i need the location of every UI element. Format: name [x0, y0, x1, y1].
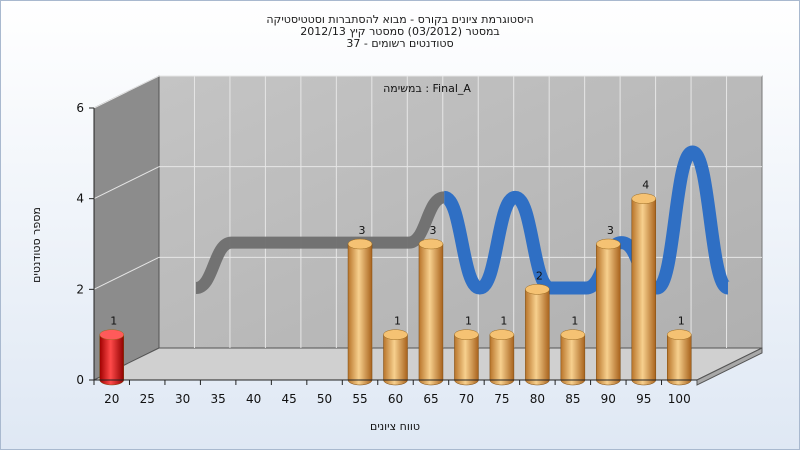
trend-curve-blue [441, 145, 732, 295]
bar-80 [525, 289, 550, 386]
bar-label-75: 1 [500, 315, 507, 328]
bar-label-100: 1 [678, 315, 685, 328]
y-tick-label: 4 [76, 192, 84, 206]
bar-top-20 [99, 329, 124, 340]
bar-top-90 [596, 238, 621, 250]
bar-85 [560, 334, 586, 386]
bar-55 [347, 243, 373, 386]
bar-label-55: 3 [359, 224, 366, 237]
x-tick-label: 75 [494, 392, 509, 406]
bar-75 [489, 334, 515, 386]
x-tick-label: 60 [388, 392, 403, 406]
bar-top-100 [667, 329, 692, 340]
x-tick-label: 50 [317, 392, 332, 406]
y-tick-label: 2 [76, 282, 84, 296]
bar-label-20: 1 [110, 315, 117, 328]
bar-top-65 [418, 238, 444, 250]
trend-curve-grey [194, 191, 446, 294]
x-tick-label: 80 [530, 392, 545, 406]
gridline-side [93, 256, 160, 290]
gridline-side [93, 75, 160, 109]
x-axis-title: טווח ציונים [370, 420, 420, 433]
bar-top-55 [347, 238, 373, 250]
x-tick-label: 65 [423, 392, 438, 406]
bar-label-70: 1 [465, 315, 472, 328]
y-axis-title: מספר סטודנטים [30, 207, 43, 283]
x-tick-label: 25 [140, 392, 155, 406]
bar-label-85: 1 [571, 315, 578, 328]
bar-label-60: 1 [394, 315, 401, 328]
floor-edge [696, 347, 763, 386]
x-tick-label: 55 [352, 392, 367, 406]
chart-title-line-3: סטודנטים רשומים - 37 [346, 37, 454, 50]
x-tick-label: 20 [104, 392, 119, 406]
bar-label-90: 3 [607, 224, 614, 237]
bar-95 [631, 198, 657, 386]
x-tick-label: 35 [211, 392, 226, 406]
x-tick-label: 95 [636, 392, 651, 406]
bar-top-60 [383, 329, 408, 340]
x-tick-label: 85 [565, 392, 580, 406]
x-tick-label: 100 [668, 392, 691, 406]
bar-top-95 [631, 193, 657, 204]
x-tick-label: 45 [281, 392, 296, 406]
y-tick-label: 6 [76, 101, 84, 115]
bar-20 [99, 334, 124, 386]
bar-top-80 [525, 284, 550, 295]
bar-100 [667, 334, 692, 386]
chart-annotation: במשימה : Final_A [383, 82, 471, 95]
bar-65 [418, 243, 444, 386]
bar-top-75 [489, 329, 515, 340]
chart-title-line-1: היסטוגרמת ציונים בקורס - מבוא להסתברות ו… [266, 13, 534, 26]
bar-90 [596, 243, 621, 386]
x-tick-label: 30 [175, 392, 190, 406]
bar-70 [454, 334, 479, 386]
gridline-side [93, 166, 160, 200]
bar-label-95: 4 [642, 179, 649, 192]
bar-top-85 [560, 329, 586, 340]
bar-label-80: 2 [536, 269, 543, 282]
bar-60 [383, 334, 408, 386]
y-tick-label: 0 [76, 373, 84, 387]
bar-top-70 [454, 329, 479, 340]
x-tick-label: 70 [459, 392, 474, 406]
x-tick-label: 40 [246, 392, 261, 406]
bar-label-65: 3 [429, 224, 436, 237]
x-tick-label: 90 [601, 392, 616, 406]
chart-title-line-2: במסטר (03/2012) סמסטר קיץ 2012/13 [300, 25, 500, 38]
